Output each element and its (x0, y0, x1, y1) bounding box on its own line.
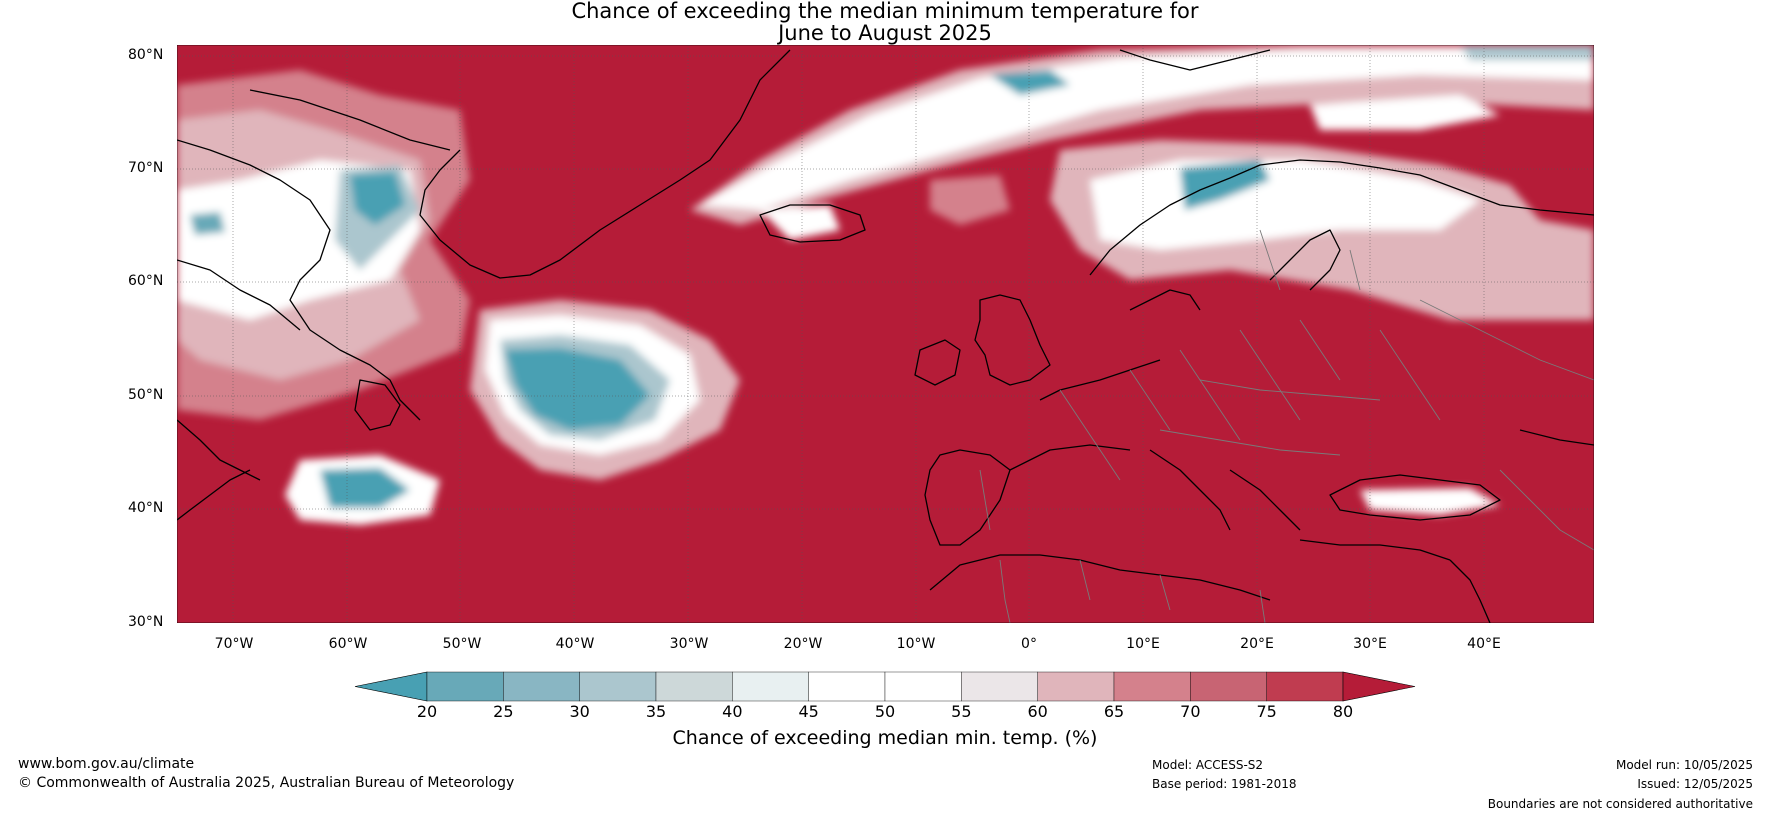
lon-label-10w: 10°W (896, 636, 936, 652)
lon-label-30w: 30°W (669, 636, 709, 652)
colorbar-arrow-high (1342, 671, 1416, 702)
colorbar-segment (503, 671, 580, 702)
colorbar-segment (1113, 671, 1191, 702)
colorbar-segment (655, 671, 733, 702)
colorbar-tick-label: 75 (1256, 702, 1277, 721)
footer-model: Model: ACCESS-S2 (1152, 758, 1264, 772)
colorbar-segment (426, 671, 504, 702)
colorbar-segment (961, 671, 1038, 702)
map-plot-area (177, 45, 1594, 623)
lat-label-30n: 30°N (128, 614, 164, 630)
colorbar-tick-label: 40 (722, 702, 743, 721)
colorbar-tick-label: 30 (569, 702, 590, 721)
lat-label-40n: 40°N (128, 500, 164, 516)
colorbar-tick-label: 60 (1027, 702, 1048, 721)
colorbar-tick-label: 80 (1332, 702, 1354, 721)
lon-label-40e: 40°E (1467, 636, 1501, 652)
footer-copyright: © Commonwealth of Australia 2025, Austra… (18, 775, 515, 791)
map-title-line2: June to August 2025 (778, 21, 992, 45)
colorbar-tick-label: 45 (798, 702, 819, 721)
footer-issued: Issued: 12/05/2025 (1637, 777, 1753, 791)
coastlines (177, 49, 1594, 623)
map-title-line1: Chance of exceeding the median minimum t… (571, 0, 1199, 23)
colorbar-segment (808, 671, 886, 702)
gridlines (177, 45, 1594, 623)
lon-label-20e: 20°E (1240, 636, 1274, 652)
lat-label-80n: 80°N (128, 47, 164, 63)
colorbar-tick-label: 65 (1103, 702, 1125, 721)
colorbar-tick-label: 70 (1180, 702, 1201, 721)
footer-base-period: Base period: 1981-2018 (1152, 777, 1297, 791)
colorbar-tick-label: 55 (951, 702, 972, 721)
colorbar-tick-label: 35 (645, 702, 667, 721)
lon-label-0: 0° (1021, 636, 1037, 652)
colorbar-segment (579, 671, 657, 702)
colorbar-arrow-low (354, 671, 428, 702)
lat-label-50n: 50°N (128, 387, 164, 403)
colorbar-segment (1190, 671, 1267, 702)
footer-website: www.bom.gov.au/climate (18, 756, 195, 772)
lon-label-60w: 60°W (328, 636, 368, 652)
footer-model-run: Model run: 10/05/2025 (1615, 758, 1753, 772)
colorbar-segment (1037, 671, 1115, 702)
lon-label-10e: 10°E (1126, 636, 1160, 652)
lon-label-20w: 20°W (783, 636, 823, 652)
probability-field (177, 45, 1594, 525)
colorbar (354, 671, 1416, 702)
lon-label-40w: 40°W (555, 636, 595, 652)
lat-label-70n: 70°N (128, 160, 164, 176)
lon-label-70w: 70°W (214, 636, 254, 652)
colorbar-segment (1266, 671, 1344, 702)
colorbar-segment (732, 671, 809, 702)
lon-label-30e: 30°E (1353, 636, 1387, 652)
lon-label-50w: 50°W (442, 636, 482, 652)
colorbar-tick-label: 20 (416, 702, 438, 721)
colorbar-segment (884, 671, 962, 702)
colorbar-tick-label: 50 (874, 702, 896, 721)
lat-label-60n: 60°N (128, 273, 164, 289)
footer-boundaries: Boundaries are not considered authoritat… (1487, 797, 1753, 811)
colorbar-label: Chance of exceeding median min. temp. (%… (672, 727, 1098, 749)
country-borders (979, 229, 1594, 623)
colorbar-tick-label: 25 (493, 702, 514, 721)
